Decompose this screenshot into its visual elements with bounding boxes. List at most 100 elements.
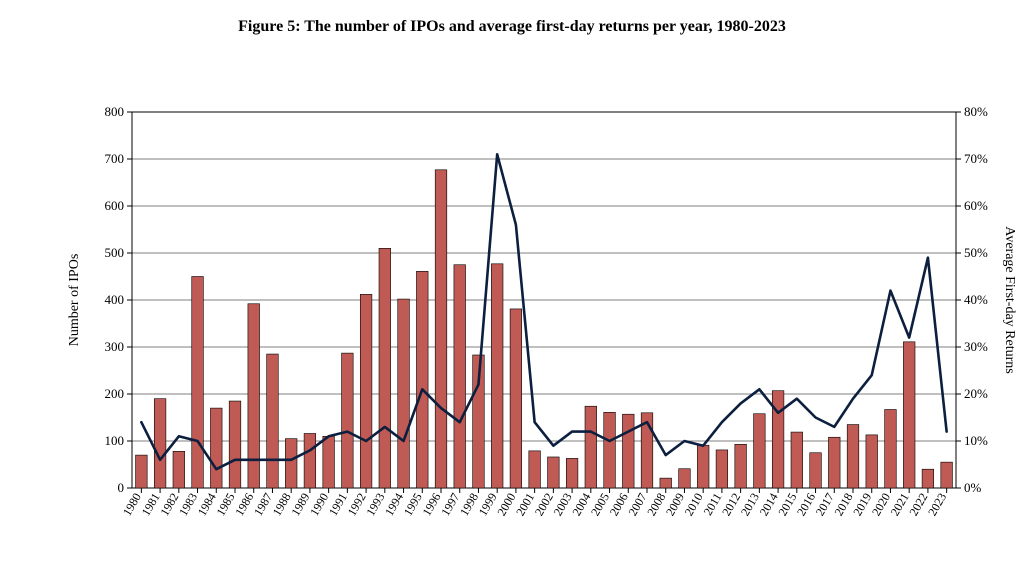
x-tick-label: 1987 <box>251 491 275 519</box>
ipo-count-bar <box>323 436 335 488</box>
ipo-count-bar <box>885 410 897 488</box>
ipo-count-bar <box>604 412 616 488</box>
x-tick-label: 2013 <box>738 491 762 519</box>
ipo-count-bar <box>828 437 840 488</box>
y-right-tick-label: 30% <box>964 339 988 354</box>
ipo-count-bar <box>491 264 503 488</box>
y-left-tick-label: 400 <box>105 292 125 307</box>
ipo-count-bar <box>510 309 522 488</box>
ipo-count-bar <box>791 432 803 488</box>
x-tick-label: 2009 <box>663 491 687 519</box>
x-tick-label: 1995 <box>401 491 425 519</box>
x-tick-label: 2023 <box>925 491 949 519</box>
ipo-count-bar <box>192 277 204 489</box>
ipo-count-bar <box>716 450 728 488</box>
x-tick-label: 2002 <box>532 491 556 519</box>
ipo-count-bar <box>679 469 691 488</box>
ipo-count-bar <box>285 439 297 488</box>
ipo-count-bar <box>810 453 822 488</box>
x-tick-label: 1982 <box>157 491 181 519</box>
y-right-axis-label: Average First-day Returns <box>1002 226 1017 373</box>
ipo-count-bar <box>735 444 747 488</box>
y-left-tick-label: 500 <box>105 245 125 260</box>
x-tick-label: 2000 <box>494 491 518 519</box>
y-right-tick-label: 0% <box>964 480 982 495</box>
y-left-tick-label: 200 <box>105 386 125 401</box>
y-right-tick-label: 20% <box>964 386 988 401</box>
x-tick-label: 1985 <box>213 491 237 519</box>
x-tick-label: 1994 <box>382 491 406 519</box>
x-tick-label: 1986 <box>232 491 256 519</box>
x-tick-label: 2017 <box>813 491 837 519</box>
y-left-tick-label: 300 <box>105 339 125 354</box>
ipo-count-bar <box>903 342 915 488</box>
ipo-count-bar <box>416 271 428 488</box>
ipo-count-bar <box>136 455 148 488</box>
ipo-count-bar <box>210 408 222 488</box>
y-left-tick-label: 600 <box>105 198 125 213</box>
y-right-tick-label: 70% <box>964 151 988 166</box>
ipo-count-bar <box>866 435 878 488</box>
x-tick-label: 2007 <box>625 491 649 519</box>
x-tick-label: 2008 <box>644 491 668 519</box>
ipo-count-bar <box>922 469 934 488</box>
ipo-count-bar <box>304 433 316 488</box>
x-tick-label: 2001 <box>513 491 537 519</box>
ipo-count-bar <box>847 425 859 488</box>
ipo-count-bar <box>379 248 391 488</box>
ipo-count-bar <box>772 391 784 488</box>
ipo-count-bar <box>566 458 578 488</box>
ipo-count-bar <box>529 451 541 488</box>
y-right-tick-label: 40% <box>964 292 988 307</box>
y-left-tick-label: 100 <box>105 433 125 448</box>
x-tick-label: 1998 <box>457 491 481 519</box>
x-tick-label: 2016 <box>794 491 818 519</box>
ipo-count-bar <box>585 406 597 488</box>
ipo-count-bar <box>435 170 447 488</box>
x-tick-label: 2022 <box>906 491 930 519</box>
x-tick-label: 1997 <box>438 491 462 519</box>
ipo-count-bar <box>173 451 185 488</box>
x-tick-label: 1988 <box>270 491 294 519</box>
ipo-count-bar <box>398 299 410 488</box>
x-tick-label: 1981 <box>139 491 163 519</box>
ipo-count-bar <box>548 457 560 488</box>
y-left-tick-label: 700 <box>105 151 125 166</box>
y-left-tick-label: 0 <box>118 480 125 495</box>
ipo-count-bar <box>154 399 166 488</box>
x-tick-label: 1993 <box>363 491 387 519</box>
y-right-tick-label: 10% <box>964 433 988 448</box>
x-tick-label: 1992 <box>345 491 369 519</box>
x-tick-label: 2014 <box>757 491 781 519</box>
x-tick-label: 1999 <box>476 491 500 519</box>
ipo-dual-axis-chart: 01002003004005006007008000%10%20%30%40%5… <box>0 0 1024 580</box>
ipo-count-bar <box>941 462 953 488</box>
ipo-count-bar <box>229 401 241 488</box>
x-tick-label: 2020 <box>869 491 893 519</box>
x-tick-label: 2021 <box>888 491 912 519</box>
y-left-tick-label: 800 <box>105 104 125 119</box>
y-right-tick-label: 60% <box>964 198 988 213</box>
x-tick-label: 2019 <box>850 491 874 519</box>
x-tick-label: 2010 <box>682 491 706 519</box>
x-tick-label: 2011 <box>701 491 725 518</box>
ipo-count-bar <box>754 414 766 488</box>
x-tick-label: 1996 <box>419 491 443 519</box>
ipo-count-bar <box>360 294 372 488</box>
avg-first-day-return-line <box>141 154 946 469</box>
ipo-count-bar <box>660 478 672 488</box>
x-tick-label: 2012 <box>719 491 743 519</box>
x-tick-label: 2006 <box>607 491 631 519</box>
x-tick-label: 1983 <box>176 491 200 519</box>
x-tick-label: 2004 <box>569 491 593 519</box>
y-left-axis-label: Number of IPOs <box>67 254 82 347</box>
x-tick-label: 1991 <box>326 491 350 519</box>
ipo-count-bar <box>267 354 279 488</box>
x-tick-label: 1984 <box>195 491 219 519</box>
ipo-count-bar <box>622 414 634 488</box>
ipo-count-bar <box>342 353 354 488</box>
y-right-tick-label: 80% <box>964 104 988 119</box>
x-tick-label: 2018 <box>831 491 855 519</box>
x-tick-label: 1990 <box>307 491 331 519</box>
x-tick-label: 2015 <box>775 491 799 519</box>
